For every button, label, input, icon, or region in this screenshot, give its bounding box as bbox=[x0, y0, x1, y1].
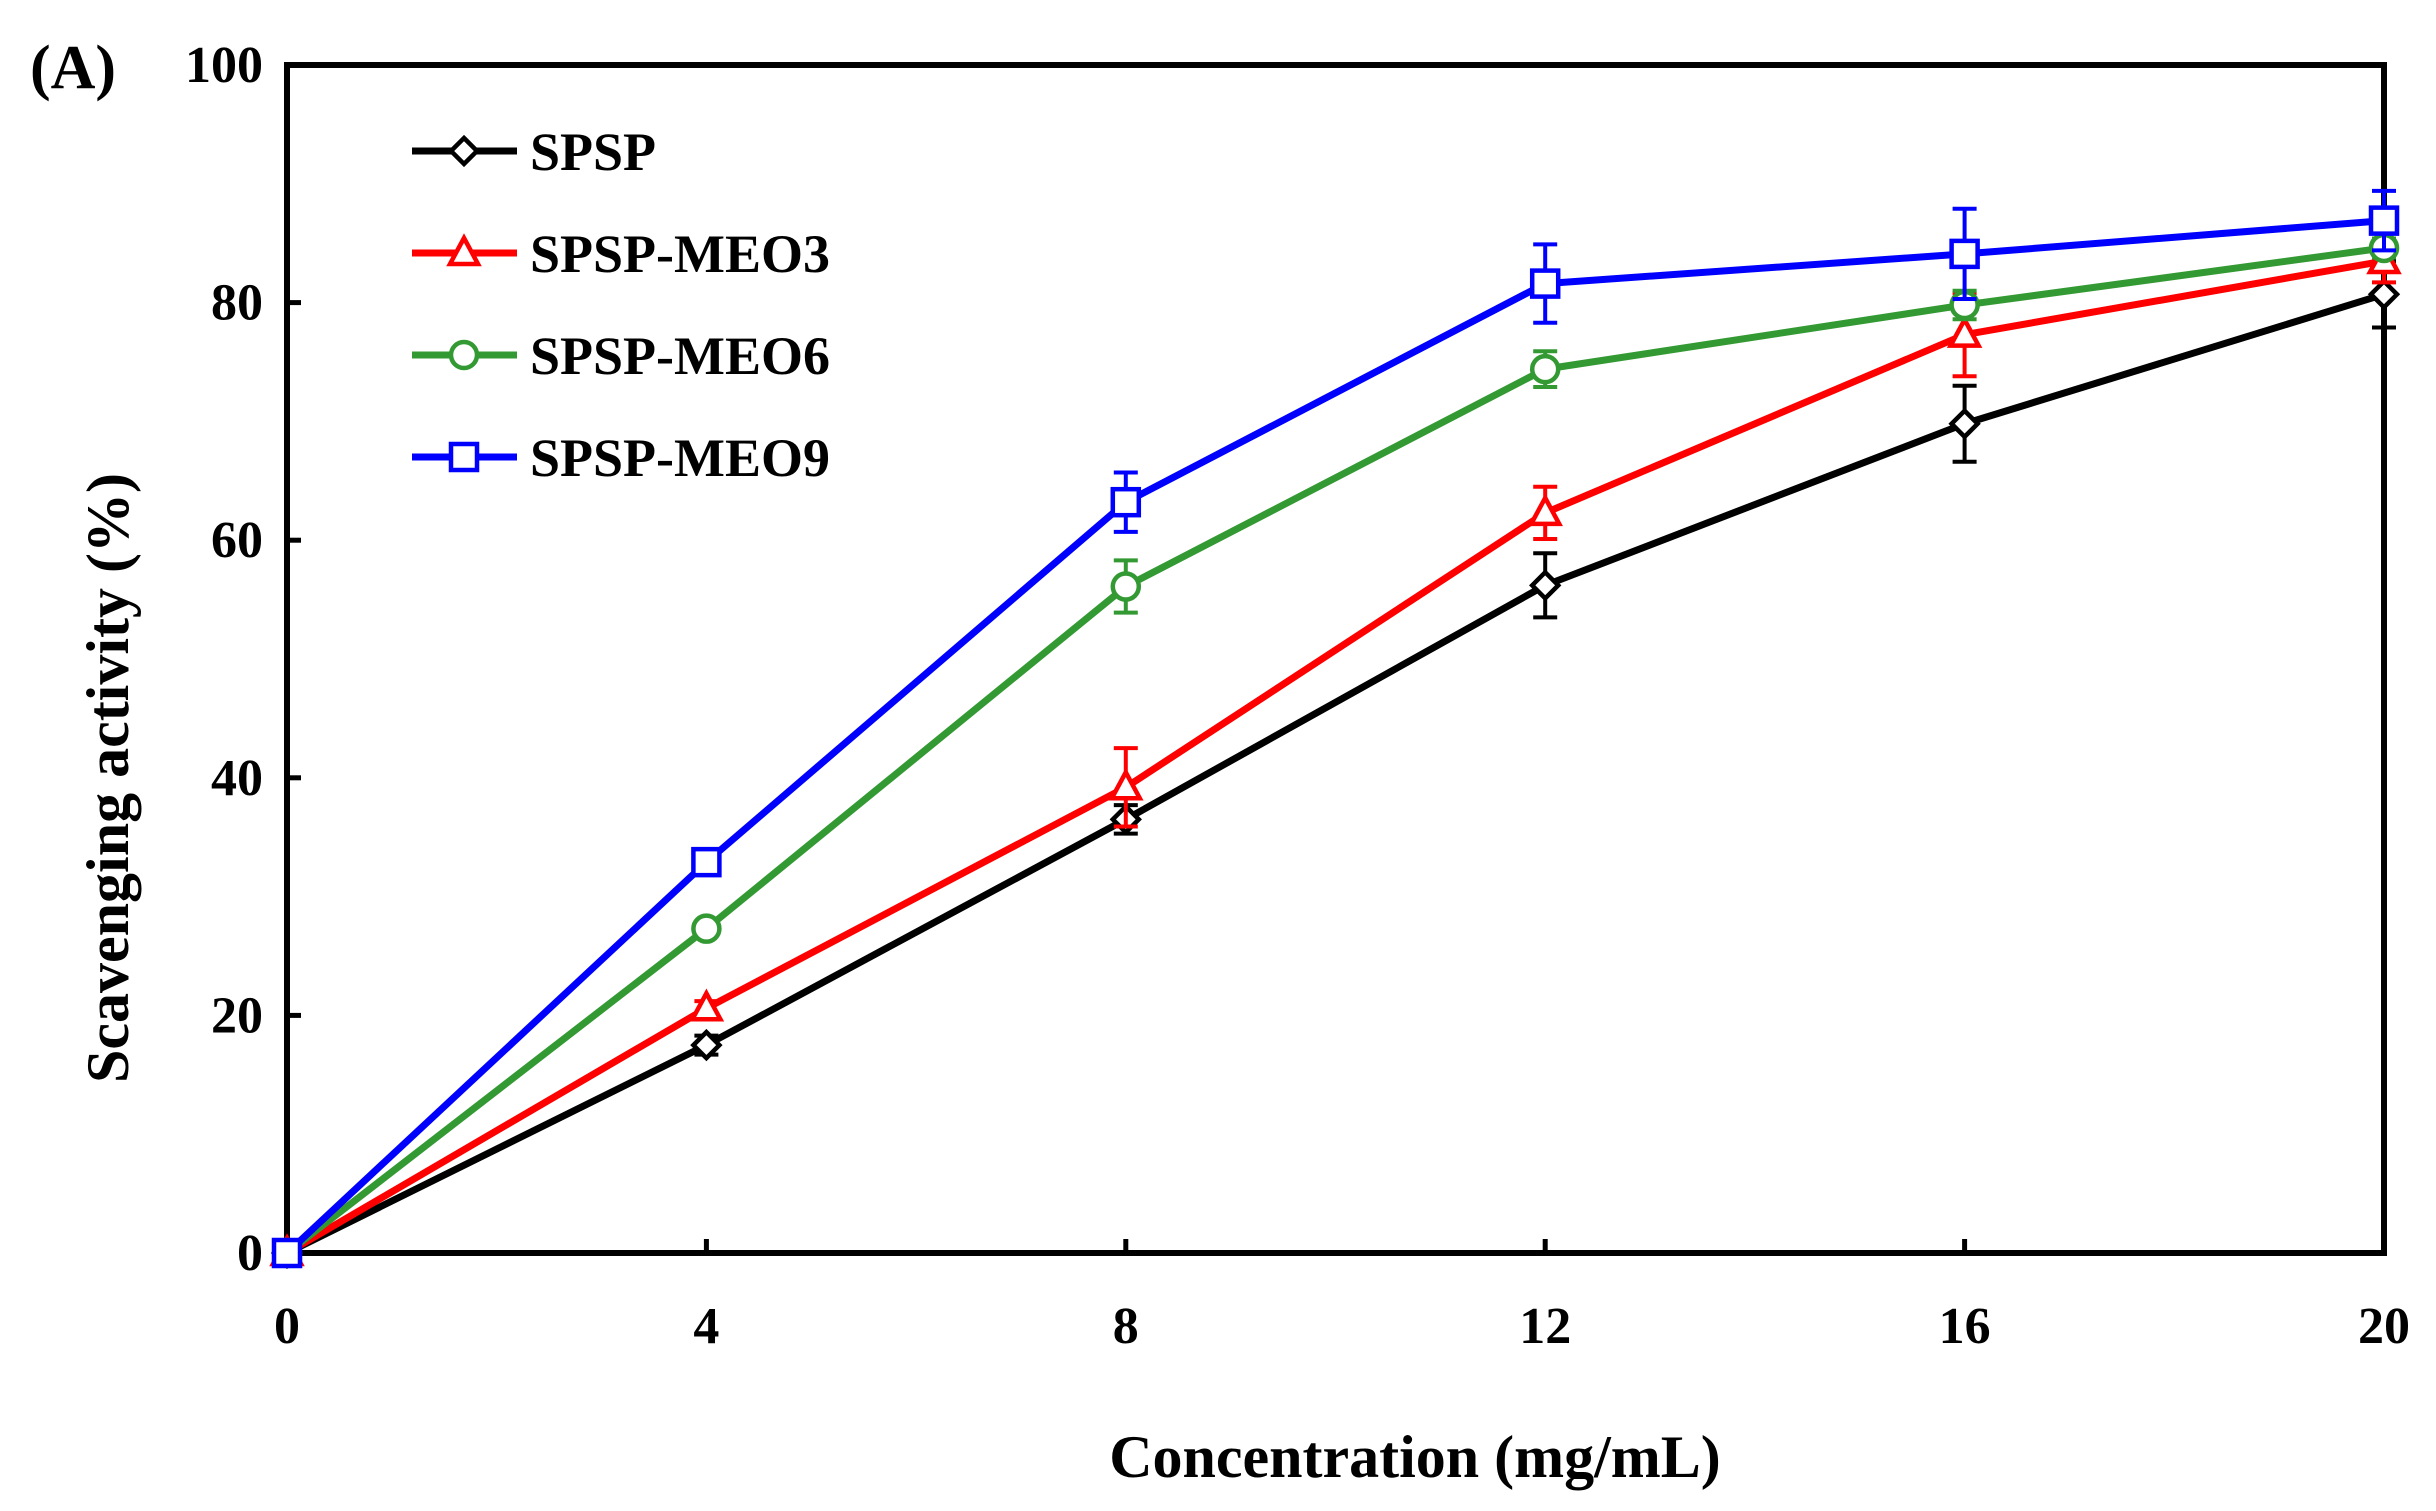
data-point-spsp-meo3 bbox=[1108, 767, 1144, 801]
data-point-spsp bbox=[2367, 278, 2401, 311]
x-tick-label: 4 bbox=[693, 1298, 719, 1355]
series-line-spsp-meo9 bbox=[284, 217, 2385, 1256]
legend-label: SPSP-MEO9 bbox=[530, 428, 830, 488]
data-point-spsp bbox=[690, 1028, 723, 1062]
x-tick-label: 16 bbox=[1939, 1298, 1991, 1355]
x-tick-label: 8 bbox=[1113, 1298, 1139, 1355]
y-tick-label: 0 bbox=[237, 1225, 263, 1282]
series-line-spsp-meo6 bbox=[284, 244, 2385, 1256]
series-spsp-meo3 bbox=[269, 237, 2402, 1267]
plot-area: 0 20 40 60 80 100 0 4 8 12 16 20 bbox=[185, 37, 2410, 1355]
series-spsp bbox=[270, 259, 2401, 1270]
data-point-spsp-meo9 bbox=[691, 846, 722, 878]
y-tick-label: 40 bbox=[211, 750, 263, 807]
data-point-spsp-meo6 bbox=[1529, 353, 1561, 385]
legend-item-spsp-meo9: SPSP-MEO9 bbox=[412, 428, 830, 488]
plot-frame bbox=[284, 62, 2387, 1256]
data-point-spsp-meo3 bbox=[1946, 314, 1983, 348]
legend-marker bbox=[446, 233, 482, 267]
data-point-spsp-meo9 bbox=[1110, 486, 1142, 518]
legend-item-spsp: SPSP bbox=[412, 122, 656, 182]
data-point-spsp-meo3 bbox=[688, 988, 725, 1022]
legend: SPSP SPSP-MEO3 SPSP-MEO6 SPSP-MEO9 bbox=[412, 122, 830, 488]
legend-item-spsp-meo3: SPSP-MEO3 bbox=[412, 224, 830, 284]
x-tick-label: 12 bbox=[1519, 1298, 1571, 1355]
y-tick-label: 100 bbox=[185, 37, 263, 94]
legend-label: SPSP-MEO3 bbox=[530, 224, 830, 284]
data-point-spsp-meo3 bbox=[1527, 493, 1563, 527]
y-tick-label: 60 bbox=[211, 512, 263, 569]
data-point-spsp-meo6 bbox=[691, 913, 722, 944]
data-point-spsp-meo9 bbox=[2368, 205, 2400, 236]
legend-label: SPSP-MEO6 bbox=[530, 326, 830, 386]
panel-label: (A) bbox=[30, 34, 116, 102]
legend-item-spsp-meo6: SPSP-MEO6 bbox=[412, 326, 830, 386]
data-point-spsp-meo6 bbox=[1110, 571, 1142, 602]
legend-marker bbox=[448, 441, 480, 473]
data-point-spsp-meo9 bbox=[271, 1237, 303, 1269]
data-point-spsp bbox=[1529, 569, 1562, 602]
legend-marker bbox=[448, 339, 480, 371]
series-spsp-meo9 bbox=[271, 188, 2400, 1269]
x-tick-label: 20 bbox=[2358, 1298, 2410, 1355]
y-tick-label: 20 bbox=[211, 987, 263, 1044]
data-point-spsp-meo9 bbox=[1949, 238, 1980, 270]
y-axis-title: Scavenging activity (%) bbox=[75, 473, 141, 1083]
legend-label: SPSP bbox=[530, 122, 656, 182]
x-axis-title: Concentration (mg/mL) bbox=[1109, 1424, 1721, 1490]
data-point-spsp bbox=[1948, 407, 1981, 440]
y-tick-label: 80 bbox=[211, 275, 263, 332]
x-tick-label: 0 bbox=[274, 1298, 300, 1355]
data-point-spsp-meo9 bbox=[1529, 268, 1561, 299]
legend-marker bbox=[447, 134, 481, 168]
series-line-spsp bbox=[285, 290, 2386, 1257]
series-line-spsp-meo3 bbox=[285, 257, 2385, 1257]
